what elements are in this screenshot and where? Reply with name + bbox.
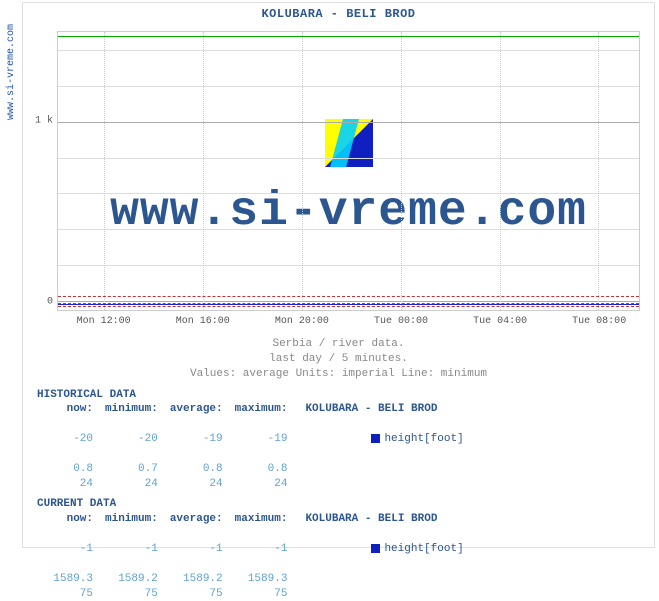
cur-row-3: 75 75 75 75 — [37, 587, 470, 601]
x-tick-label: Tue 00:00 — [374, 316, 428, 327]
cur-series-label: KOLUBARA - BELI BROD — [293, 512, 469, 527]
cur-col-max: maximum: — [229, 512, 294, 527]
series-line — [58, 36, 639, 37]
main-container: KOLUBARA - BELI BROD www.si-vreme.com 0 1… — [22, 2, 655, 548]
legend-swatch-icon — [371, 544, 380, 553]
cur-row-1: -1 -1 -1 -1 height[foot] — [37, 527, 470, 572]
cur-cell: 1589.2 — [164, 572, 229, 587]
x-tick-label: Mon 20:00 — [275, 316, 329, 327]
x-tick-label: Tue 04:00 — [473, 316, 527, 327]
chart-title: KOLUBARA - BELI BROD — [23, 3, 654, 23]
legend-swatch-icon — [371, 434, 380, 443]
hist-col-min: minimum: — [99, 402, 164, 417]
caption-line1: Serbia / river data. — [23, 337, 654, 352]
side-link-text[interactable]: www.si-vreme.com — [6, 24, 17, 120]
cur-cell: 75 — [229, 587, 294, 601]
hist-cell: -20 — [99, 417, 164, 462]
caption-line2: last day / 5 minutes. — [23, 352, 654, 367]
caption-line3: Values: average Units: imperial Line: mi… — [23, 367, 654, 382]
hist-legend: height[foot] — [293, 417, 469, 462]
series-line — [58, 296, 639, 297]
cur-cell: -1 — [99, 527, 164, 572]
hist-cell: 24 — [99, 477, 164, 492]
plot-area: www.si-vreme.com — [57, 31, 640, 311]
hist-row-1: -20 -20 -19 -19 height[foot] — [37, 417, 470, 462]
current-section: CURRENT DATA now: minimum: average: maxi… — [23, 491, 654, 601]
series-line — [58, 306, 639, 307]
hist-row-2: 0.8 0.7 0.8 0.8 — [37, 462, 470, 477]
current-header-row: now: minimum: average: maximum: KOLUBARA… — [37, 512, 470, 527]
cur-cell: 75 — [37, 587, 99, 601]
cur-cell: 1589.3 — [229, 572, 294, 587]
hist-cell: -20 — [37, 417, 99, 462]
cur-col-avg: average: — [164, 512, 229, 527]
cur-cell: 75 — [164, 587, 229, 601]
current-title: CURRENT DATA — [37, 497, 640, 512]
hist-legend-label: height[foot] — [384, 433, 463, 445]
watermark-icon — [325, 119, 373, 167]
cur-row-2: 1589.3 1589.2 1589.2 1589.3 — [37, 572, 470, 587]
hist-cell: 0.8 — [164, 462, 229, 477]
hist-cell: 0.8 — [229, 462, 294, 477]
series-line — [58, 303, 639, 304]
hist-col-max: maximum: — [229, 402, 294, 417]
y-tick-label: 0 — [23, 296, 53, 307]
cur-col-min: minimum: — [99, 512, 164, 527]
cur-cell: 1589.3 — [37, 572, 99, 587]
cur-col-now: now: — [37, 512, 99, 527]
hist-cell: 24 — [229, 477, 294, 492]
hist-col-now: now: — [37, 402, 99, 417]
y-tick-label: 1 k — [23, 116, 53, 127]
hist-cell: 24 — [164, 477, 229, 492]
cur-legend-label: height[foot] — [384, 543, 463, 555]
cur-cell: -1 — [37, 527, 99, 572]
x-tick-label: Tue 08:00 — [572, 316, 626, 327]
cur-cell: 75 — [99, 587, 164, 601]
hist-cell: 0.7 — [99, 462, 164, 477]
hist-cell: -19 — [164, 417, 229, 462]
cur-legend: height[foot] — [293, 527, 469, 572]
historical-table: now: minimum: average: maximum: KOLUBARA… — [37, 402, 470, 491]
historical-title: HISTORICAL DATA — [37, 388, 640, 403]
hist-cell: 24 — [37, 477, 99, 492]
hist-series-label: KOLUBARA - BELI BROD — [293, 402, 469, 417]
historical-header-row: now: minimum: average: maximum: KOLUBARA… — [37, 402, 470, 417]
plot-wrapper: www.si-vreme.com 0 1 k Mon 12:00 Mon 16:00 M… — [23, 23, 654, 333]
x-tick-label: Mon 12:00 — [77, 316, 131, 327]
cur-cell: -1 — [164, 527, 229, 572]
hist-cell: 0.8 — [37, 462, 99, 477]
cur-cell: -1 — [229, 527, 294, 572]
hist-row-3: 24 24 24 24 — [37, 477, 470, 492]
x-tick-label: Mon 16:00 — [176, 316, 230, 327]
caption: Serbia / river data. last day / 5 minute… — [23, 333, 654, 382]
side-link[interactable]: www.si-vreme.com — [6, 24, 17, 120]
cur-cell: 1589.2 — [99, 572, 164, 587]
historical-section: HISTORICAL DATA now: minimum: average: m… — [23, 382, 654, 492]
hist-col-avg: average: — [164, 402, 229, 417]
hist-cell: -19 — [229, 417, 294, 462]
series-line — [58, 304, 639, 305]
current-table: now: minimum: average: maximum: KOLUBARA… — [37, 512, 470, 601]
